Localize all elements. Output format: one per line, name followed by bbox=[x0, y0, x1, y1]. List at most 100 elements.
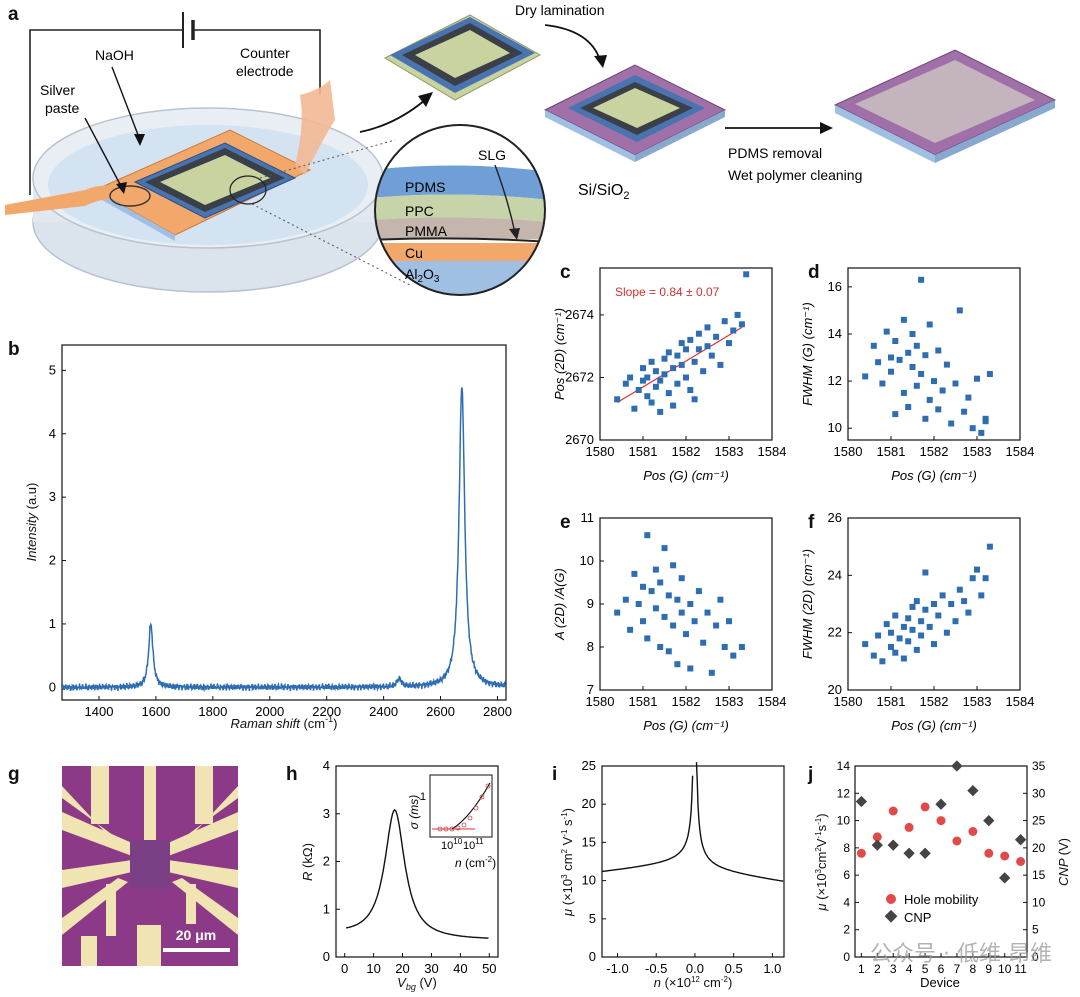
d-data-point bbox=[974, 375, 980, 382]
j-y2-tick-label: 30 bbox=[1032, 786, 1046, 800]
y-tick-label: 4 bbox=[49, 426, 56, 441]
j-mobility-point bbox=[872, 832, 882, 842]
d-ylabel: FWHM (G) (cm⁻¹) bbox=[800, 302, 815, 406]
f-data-point bbox=[918, 632, 925, 639]
j-y2-tick-label: 0 bbox=[1032, 950, 1039, 964]
substrate-side bbox=[545, 110, 635, 162]
i-mobility-curve bbox=[601, 762, 784, 882]
e-data-point bbox=[738, 644, 745, 650]
x-tick-label: 1581 bbox=[629, 694, 658, 709]
x-tick-label: 2000 bbox=[255, 704, 284, 719]
counter-electrode bbox=[295, 80, 335, 175]
panel-e-plot: 1580 1581 1582 1583 1584 7 8 9 10 11 Pos (G) (cm⁻¹… bbox=[552, 510, 786, 733]
d-data-point bbox=[913, 382, 920, 389]
d-data-point bbox=[926, 321, 933, 328]
j-y-tick-label: 2 bbox=[843, 923, 850, 937]
d-data-point bbox=[913, 342, 920, 349]
layer-pmma bbox=[375, 217, 545, 240]
y-tick-label: 0 bbox=[323, 949, 330, 964]
f-data-point bbox=[935, 612, 942, 619]
f-data-point bbox=[879, 658, 886, 665]
panel-label-h: h bbox=[286, 764, 298, 785]
d-data-point bbox=[879, 380, 886, 387]
c-data-point bbox=[670, 402, 677, 409]
j-mobility-point bbox=[968, 827, 978, 836]
x-tick-label: 2400 bbox=[369, 704, 398, 719]
f-data-point bbox=[986, 543, 993, 550]
c-data-point bbox=[708, 352, 715, 359]
f-data-point bbox=[888, 629, 894, 636]
f-data-point bbox=[922, 606, 929, 613]
y-tick-label: 2670 bbox=[565, 432, 594, 447]
d-data-point bbox=[900, 316, 907, 323]
c-data-point bbox=[695, 330, 702, 337]
h-inset-frame bbox=[429, 774, 493, 838]
c-data-point bbox=[644, 374, 651, 381]
layer-ppc bbox=[375, 194, 545, 222]
i-ylabel: μ (×103 cm2 V-1 s-1) bbox=[560, 808, 575, 917]
c-data-point bbox=[691, 358, 698, 365]
y-tick-label: 0 bbox=[49, 679, 56, 694]
e-data-point bbox=[730, 652, 737, 659]
e-data-point bbox=[644, 635, 651, 642]
j-y-tick-label: 8 bbox=[843, 841, 850, 855]
magnifier-guide-top bbox=[259, 139, 396, 179]
c-data-point bbox=[640, 365, 646, 372]
working-electrode-strip bbox=[5, 185, 125, 215]
j-x-tick-label: 10 bbox=[998, 962, 1012, 976]
layer-label-al2o3: Al2O3 bbox=[405, 266, 440, 285]
e-ylabel: A (2D) /A(G) bbox=[552, 568, 567, 641]
c-data-point bbox=[717, 361, 724, 368]
j-legend-cnp: CNP bbox=[904, 910, 931, 925]
d-xlabel: Pos (G) (cm⁻¹) bbox=[891, 468, 977, 483]
panel-f-plot: 1580 1581 1582 1583 1584 20 22 24 26 Pos (G) (cm⁻… bbox=[800, 510, 1034, 733]
f-data-point bbox=[939, 592, 946, 599]
f-data-point bbox=[931, 601, 937, 607]
f-data-point bbox=[862, 641, 869, 648]
f-data-point bbox=[913, 646, 920, 653]
f-data-point bbox=[883, 621, 890, 628]
y-tick-label: 20 bbox=[828, 682, 842, 697]
c-data-point bbox=[738, 321, 745, 328]
j-mobility-point bbox=[1000, 851, 1010, 861]
d-data-point bbox=[969, 425, 976, 432]
j-cnp-point bbox=[903, 847, 915, 859]
layer-label-pdms: PDMS bbox=[405, 179, 445, 195]
y-tick-label: 8 bbox=[587, 639, 594, 654]
x-tick-label: 40 bbox=[453, 961, 467, 976]
j-x-tick-label: 8 bbox=[970, 962, 977, 976]
f-data-point bbox=[892, 612, 899, 619]
d-data-point bbox=[965, 394, 972, 401]
d-axes-frame bbox=[847, 267, 1021, 441]
f-data-point bbox=[909, 626, 916, 633]
c-data-point bbox=[652, 368, 659, 375]
c-data-point bbox=[614, 396, 621, 403]
j-y2-tick-label: 35 bbox=[1032, 759, 1046, 773]
f-data-point bbox=[965, 609, 972, 616]
c-slope-annotation: Slope = 0.84 ± 0.07 bbox=[615, 285, 720, 299]
e-data-point bbox=[691, 618, 698, 625]
c-data-point bbox=[674, 380, 681, 387]
arrow-dry-lamination-head bbox=[594, 55, 607, 68]
e-data-point bbox=[721, 644, 728, 650]
f-data-point bbox=[969, 575, 976, 582]
j-y-tick-label: 10 bbox=[837, 814, 851, 828]
arrow-naoh-head bbox=[134, 134, 145, 146]
e-data-point bbox=[687, 665, 694, 672]
x-tick-label: 1583 bbox=[963, 444, 992, 459]
panel-label-e: e bbox=[560, 512, 571, 533]
e-data-point bbox=[687, 601, 694, 607]
x-tick-label: 1584 bbox=[1006, 444, 1035, 459]
layer-slg bbox=[375, 237, 545, 243]
b-raman-spectrum bbox=[62, 387, 506, 693]
x-tick-label: 30 bbox=[424, 961, 438, 976]
j-x-tick-label: 1 bbox=[858, 962, 865, 976]
c-data-point bbox=[743, 271, 750, 278]
j-mobility-point bbox=[920, 802, 930, 812]
y-tick-label: 0 bbox=[589, 949, 596, 964]
j-cnp-point bbox=[871, 839, 883, 851]
f-data-point bbox=[909, 603, 916, 610]
y-tick-label: 9 bbox=[587, 596, 594, 611]
h-inset-xtick-2: 1011 bbox=[463, 837, 484, 852]
scale-bar-label: 20 μm bbox=[176, 927, 216, 943]
